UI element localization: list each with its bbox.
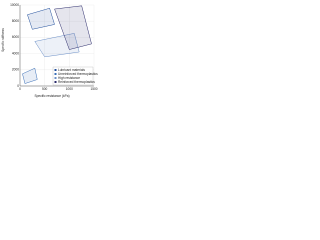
x-tick-label: 0 [19, 87, 21, 91]
x-tick-label: 1500 [90, 87, 97, 91]
legend-label: Reinforced thermoplastics [58, 80, 95, 84]
region [34, 33, 80, 58]
y-tick-label: 2000 [12, 68, 19, 72]
x-tick-label: 500 [42, 87, 48, 91]
y-axis-label: Specific stiffness [1, 28, 5, 52]
legend-swatch [54, 77, 57, 79]
legend-swatch [54, 81, 57, 83]
legend-swatch [54, 69, 57, 71]
region [22, 67, 38, 84]
y-tick-label: 4000 [12, 51, 19, 55]
x-tick-label: 1000 [66, 87, 73, 91]
y-tick-label: 8000 [12, 19, 19, 23]
y-tick-label: 0 [17, 84, 19, 88]
chart: Specific resistance (kPa) Specific stiff… [1, 3, 98, 98]
legend-label: Lubricant materials [58, 68, 85, 72]
legend-label: High resistance [58, 76, 80, 80]
legend-swatch [54, 73, 57, 75]
y-tick-label: 6000 [12, 35, 19, 39]
legend-label: Unreinforced thermoplastics [58, 72, 98, 76]
region [54, 5, 92, 50]
x-axis-label: Specific resistance (kPa) [34, 94, 69, 98]
region [27, 7, 55, 30]
legend-box [52, 66, 94, 86]
page: {"chart_data": {"type": "region", "xlabe… [0, 0, 100, 101]
y-tick-label: 10000 [10, 3, 19, 7]
